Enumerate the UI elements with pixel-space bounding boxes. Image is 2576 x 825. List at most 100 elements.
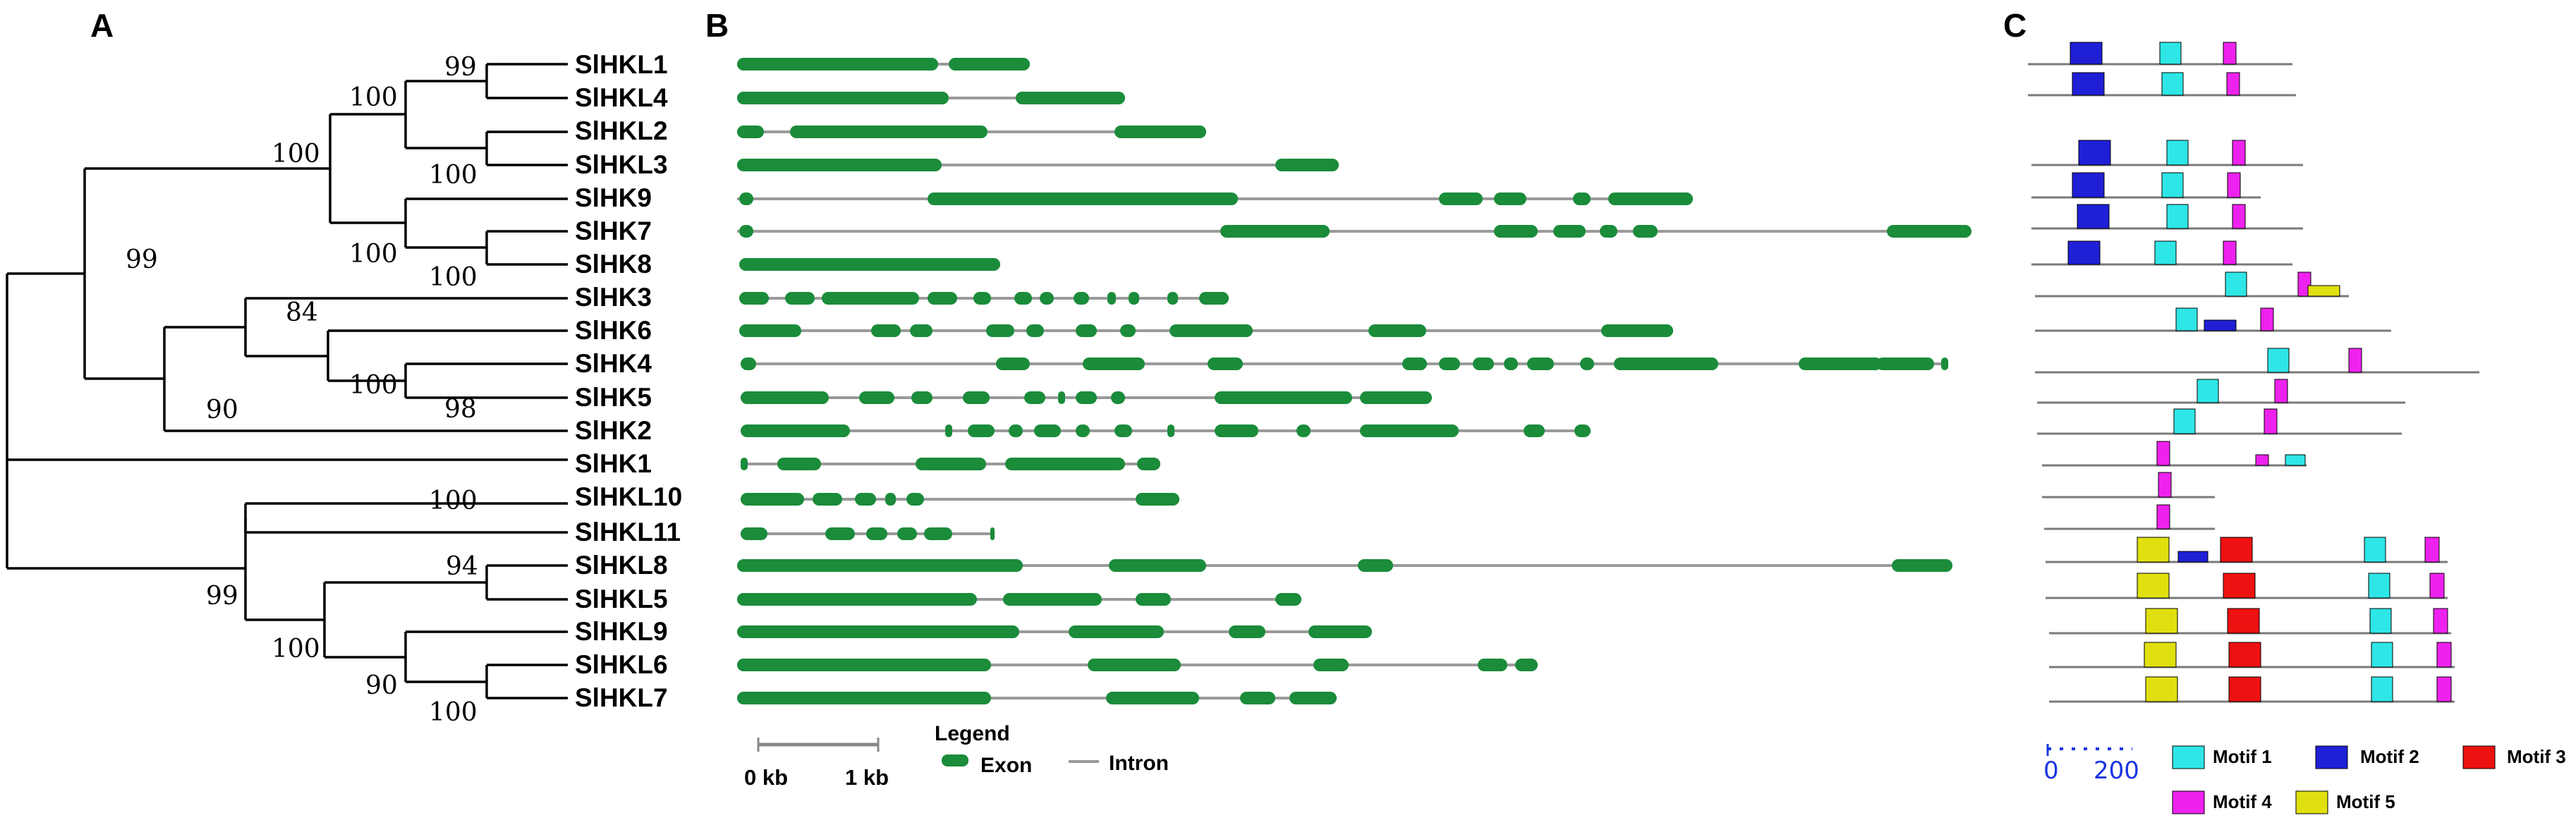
exon	[1109, 559, 1206, 572]
exon	[1473, 358, 1494, 370]
motif-1-legend-label: Motif 1	[2213, 746, 2272, 767]
exon	[1074, 292, 1089, 305]
exon	[1360, 424, 1459, 437]
exon	[906, 493, 924, 506]
exon	[963, 391, 990, 404]
exon	[1016, 92, 1125, 104]
exon	[739, 225, 753, 238]
motif-1-box	[2197, 379, 2219, 403]
motif-4-box	[2348, 348, 2362, 373]
exon	[739, 324, 801, 337]
exon	[1573, 192, 1591, 205]
motif-3-box	[2220, 537, 2253, 563]
gene-label: SlHKL7	[575, 683, 668, 712]
exon	[739, 292, 769, 305]
bootstrap-value: 100	[429, 161, 478, 190]
exon	[928, 192, 1238, 205]
motif-1-box	[2371, 676, 2393, 702]
exon	[897, 527, 917, 540]
exon	[1439, 192, 1483, 205]
exon	[1887, 225, 1972, 238]
exon	[737, 58, 938, 71]
motif-1-box	[2267, 348, 2290, 373]
exon	[1580, 358, 1594, 370]
exon	[1199, 292, 1229, 305]
exon	[1136, 493, 1179, 506]
motif-2-box	[2077, 204, 2110, 229]
exon	[990, 527, 995, 540]
gene-label: SlHKL4	[575, 83, 668, 112]
motif-2-box	[2072, 72, 2105, 96]
exon	[737, 625, 1019, 638]
gene-label: SlHKL10	[575, 482, 682, 511]
motif-2-legend-swatch	[2315, 745, 2348, 769]
exon	[1527, 358, 1554, 370]
exon	[1941, 358, 1948, 370]
exon	[741, 527, 767, 540]
panel-letter-c: C	[2003, 7, 2027, 44]
bootstrap-value: 100	[349, 371, 398, 400]
motif-4-box	[2158, 472, 2172, 498]
exon	[1076, 424, 1090, 437]
motif-scale-end: 200	[2094, 757, 2139, 785]
exon	[1633, 225, 1658, 238]
exon	[737, 126, 764, 138]
exon	[1169, 324, 1253, 337]
exon	[916, 458, 986, 470]
motif-1-box	[2154, 240, 2177, 265]
exon	[1296, 424, 1311, 437]
exon	[949, 58, 1030, 71]
panel-letter-b: B	[705, 7, 729, 44]
exon	[1005, 458, 1125, 470]
bootstrap-value: 84	[286, 298, 318, 327]
exon	[910, 324, 932, 337]
exon	[1088, 659, 1181, 671]
motif-3-box	[2228, 642, 2261, 668]
motif-4-box	[2433, 608, 2448, 634]
exon	[1120, 324, 1136, 337]
motif-2-box	[2078, 140, 2111, 166]
exon	[1076, 324, 1097, 337]
exon	[1439, 358, 1460, 370]
exon	[741, 391, 829, 404]
scale-start-label: 0 kb	[744, 765, 788, 790]
motif-4-legend-swatch	[2172, 790, 2205, 814]
exon	[739, 258, 1000, 271]
motif-5-box	[2145, 676, 2178, 702]
motif-2-box	[2072, 172, 2105, 198]
gene-label: SlHK5	[575, 383, 652, 412]
exon	[1289, 692, 1337, 704]
exon	[1553, 225, 1586, 238]
motif-1-box	[2369, 608, 2392, 634]
exon	[1034, 424, 1061, 437]
motif-5-box	[2137, 537, 2170, 563]
motif-4-box	[2429, 573, 2445, 599]
gene-label: SlHK2	[575, 416, 652, 445]
exon	[1892, 559, 1952, 572]
exon	[1524, 424, 1545, 437]
gene-labels: SlHKL1 SlHKL4 SlHKL2 SlHKL3 SlHK9 SlHK7 …	[575, 50, 682, 712]
exon	[737, 692, 991, 704]
motif-4-box	[2232, 204, 2246, 229]
motif-4-box	[2424, 537, 2440, 563]
exon	[1275, 593, 1301, 606]
exon	[1014, 292, 1032, 305]
motif-1-box	[2166, 140, 2189, 166]
gene-structures	[737, 58, 1972, 704]
motif-1-box	[2368, 573, 2390, 599]
motif-4-box	[2232, 140, 2246, 166]
exon	[741, 458, 748, 470]
phylogenetic-tree: 99 100 100 100 100 100 99 84 100 98 90 1…	[6, 53, 568, 727]
exon	[1106, 692, 1199, 704]
gene-label: SlHK6	[575, 316, 652, 345]
exon	[1129, 292, 1139, 305]
exon	[737, 92, 949, 104]
exon	[1003, 593, 1102, 606]
exon	[1167, 292, 1178, 305]
gene-label: SlHK1	[575, 449, 652, 478]
gene-label: SlHK3	[575, 283, 652, 312]
motif-4-box	[2274, 379, 2288, 403]
motif-3-legend-label: Motif 3	[2507, 746, 2566, 767]
motif-1-box	[2285, 454, 2306, 466]
tree-branch	[404, 80, 487, 149]
